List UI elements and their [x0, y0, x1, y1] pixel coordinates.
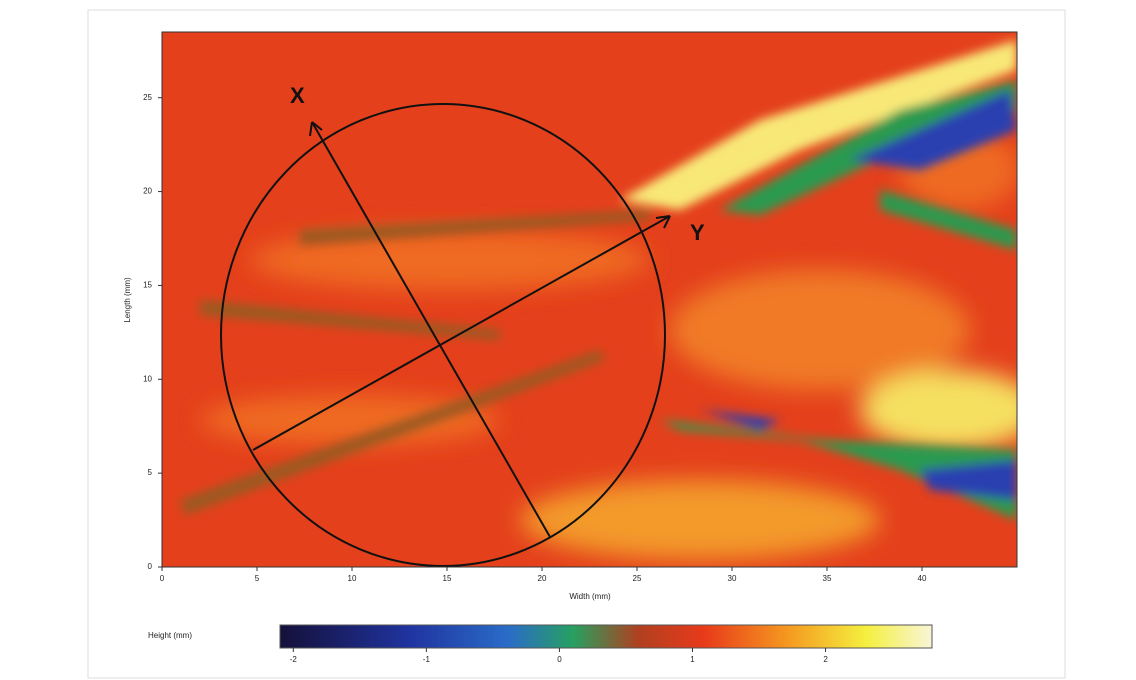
x-tick-label: 0	[160, 574, 165, 583]
x-tick-label: 35	[823, 574, 832, 583]
figure: X Y Width (mm) Length (mm) Height (mm) 0…	[0, 0, 1136, 680]
colorbar-tick-label: 1	[690, 655, 695, 664]
colorbar-tick-label: -1	[423, 655, 431, 664]
x-tick-label: 20	[538, 574, 547, 583]
colorbar-tick-label: -2	[290, 655, 298, 664]
x-tick-label: 10	[348, 574, 357, 583]
x-tick-label: 40	[918, 574, 927, 583]
colorbar-tick-label: 2	[823, 655, 828, 664]
y-tick-label: 15	[143, 281, 152, 290]
y-tick-label: 20	[143, 187, 152, 196]
annotation-label: X	[290, 83, 305, 108]
y-tick-label: 5	[148, 468, 153, 477]
x-axis-label: Width (mm)	[569, 592, 611, 601]
y-tick-label: 10	[143, 374, 152, 383]
colorbar-tick-label: 0	[557, 655, 562, 664]
y-tick-label: 25	[143, 93, 152, 102]
annotation-label: Y	[690, 220, 705, 245]
x-tick-label: 30	[728, 574, 737, 583]
height-map	[162, 32, 1040, 567]
colorbar-label: Height (mm)	[148, 631, 192, 640]
x-tick-label: 15	[443, 574, 452, 583]
y-axis-label: Length (mm)	[123, 277, 132, 323]
x-tick-label: 25	[633, 574, 642, 583]
y-tick-label: 0	[148, 562, 153, 571]
x-tick-label: 5	[255, 574, 260, 583]
colorbar	[280, 625, 932, 648]
